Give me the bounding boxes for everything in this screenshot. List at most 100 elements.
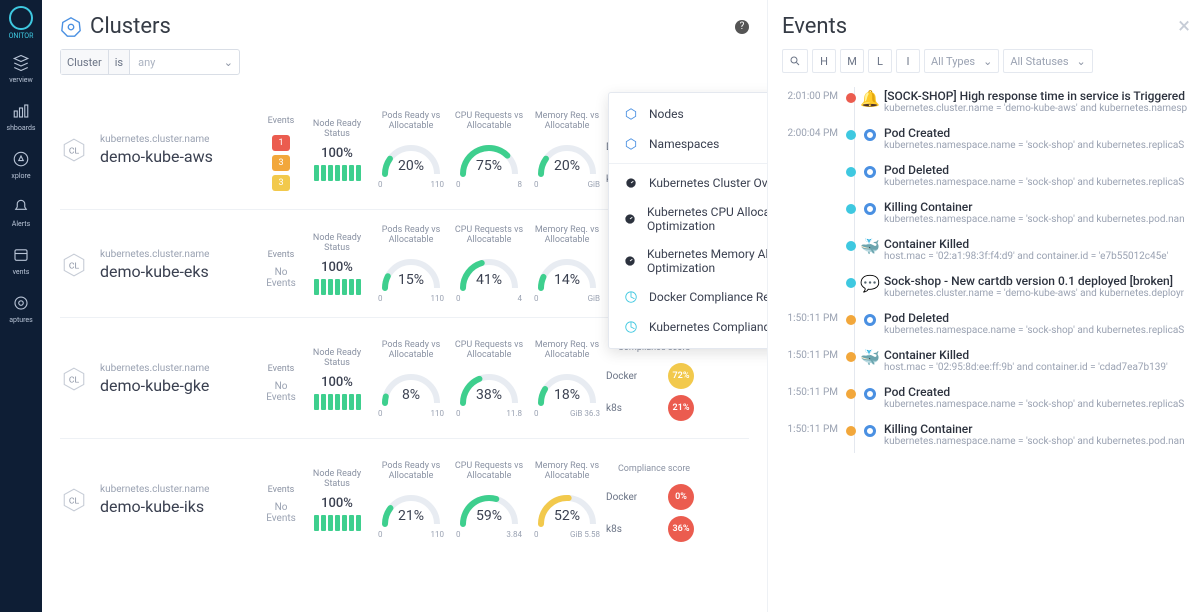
nav-icon bbox=[12, 54, 30, 72]
event-row[interactable]: 1:50:11 PM Killing Container kubernetes.… bbox=[782, 416, 1190, 453]
kube-event-icon bbox=[864, 388, 876, 400]
mem-gauge: Memory Req. vs Allocatable 52% 0GiB 5.58 bbox=[528, 462, 606, 539]
mem-gauge: Memory Req. vs Allocatable 20% 0GiB bbox=[528, 112, 606, 189]
search-icon[interactable] bbox=[782, 49, 808, 73]
cluster-name-sub: kubernetes.cluster.name bbox=[100, 363, 260, 374]
event-body: Pod Deleted kubernetes.namespace.name = … bbox=[884, 311, 1190, 336]
statuses-select[interactable]: All Statuses ⌄ bbox=[1003, 49, 1092, 73]
kube-event-icon bbox=[864, 425, 876, 437]
compliance-label: k8s bbox=[606, 403, 622, 414]
nav-item-xplore[interactable]: xplore bbox=[6, 150, 35, 180]
events-metric: Events NoEvents bbox=[260, 241, 302, 289]
metric-header: Pods Ready vs Allocatable bbox=[372, 341, 450, 361]
dropdown-item[interactable]: Kubernetes CPU Allocation Optimization bbox=[609, 198, 767, 240]
svg-text:CL: CL bbox=[69, 375, 80, 385]
dropdown-item[interactable]: Nodes bbox=[609, 99, 767, 129]
event-body: Killing Container kubernetes.namespace.n… bbox=[884, 200, 1190, 225]
dropdown-item-label: Kubernetes CPU Allocation Optimization bbox=[647, 205, 767, 233]
gauge: 21% bbox=[378, 488, 444, 528]
metric-header: Pods Ready vs Allocatable bbox=[372, 226, 450, 246]
metric-header: Node Ready Status bbox=[302, 234, 372, 254]
metric-header: Compliance score bbox=[618, 455, 690, 475]
gauge-value: 41% bbox=[456, 272, 522, 288]
row-action-dropdown: NodesNamespaces Kubernetes Cluster Overvi… bbox=[608, 92, 767, 349]
severity-filter-m[interactable]: M bbox=[840, 49, 864, 73]
events-toolbar: HMLI All Types ⌄ All Statuses ⌄ bbox=[782, 49, 1190, 73]
types-select[interactable]: All Types ⌄ bbox=[924, 49, 999, 73]
no-events-text: NoEvents bbox=[266, 381, 296, 403]
ready-bars bbox=[314, 515, 361, 531]
event-severity-dot bbox=[846, 130, 856, 140]
event-row[interactable]: 2:00:04 PM Pod Created kubernetes.namesp… bbox=[782, 120, 1190, 157]
event-time bbox=[782, 237, 844, 262]
cpu-gauge: CPU Requests vs Allocatable 75% 08 bbox=[450, 112, 528, 189]
cluster-row[interactable]: CL kubernetes.cluster.name demo-kube-iks… bbox=[60, 438, 749, 559]
event-time: 1:50:11 PM bbox=[782, 348, 844, 373]
dropdown-item-icon bbox=[623, 136, 639, 152]
nav-item-aptures[interactable]: aptures bbox=[6, 294, 35, 324]
cluster-name: demo-kube-aws bbox=[100, 147, 260, 166]
event-row[interactable]: 🐳 Container Killed host.mac = '02:a1:98:… bbox=[782, 231, 1190, 268]
cpu-gauge: CPU Requests vs Allocatable 38% 011.8 bbox=[450, 341, 528, 418]
metric-header: Events bbox=[268, 355, 295, 375]
severity-filter-i[interactable]: I bbox=[896, 49, 920, 73]
dropdown-item-icon bbox=[623, 211, 637, 227]
chevron-down-icon: ⌄ bbox=[218, 56, 239, 69]
event-row[interactable]: 2:01:00 PM 🔔 [SOCK-SHOP] High response t… bbox=[782, 83, 1190, 120]
gauge: 41% bbox=[456, 252, 522, 292]
gauge: 52% bbox=[534, 488, 600, 528]
event-type-icon bbox=[862, 127, 878, 143]
cluster-name-sub: kubernetes.cluster.name bbox=[100, 134, 260, 145]
kube-event-icon bbox=[864, 203, 876, 215]
event-row[interactable]: Pod Deleted kubernetes.namespace.name = … bbox=[782, 157, 1190, 194]
nav-icon bbox=[12, 294, 30, 312]
pods-gauge: Pods Ready vs Allocatable 20% 0110 bbox=[372, 112, 450, 189]
dropdown-item[interactable]: Kubernetes Compliance Report bbox=[609, 312, 767, 342]
dropdown-item[interactable]: Kubernetes Memory Allocation Optimizatio… bbox=[609, 240, 767, 282]
event-severity-dot bbox=[846, 241, 856, 251]
nav-item-vents[interactable]: vents bbox=[6, 246, 35, 276]
close-icon[interactable]: × bbox=[1178, 14, 1190, 39]
cluster-badge-icon: CL bbox=[60, 486, 88, 514]
event-time: 1:50:11 PM bbox=[782, 311, 844, 336]
severity-filter-h[interactable]: H bbox=[812, 49, 836, 73]
events-panel: Events × HMLI All Types ⌄ All Statuses ⌄… bbox=[767, 0, 1200, 612]
dropdown-item-icon bbox=[623, 106, 639, 122]
metric-header: Events bbox=[268, 107, 295, 127]
brand-text: ONITOR bbox=[9, 32, 34, 40]
event-title: Pod Created bbox=[884, 385, 1190, 399]
event-row[interactable]: Killing Container kubernetes.namespace.n… bbox=[782, 194, 1190, 231]
compliance-row: k8s36% bbox=[606, 516, 694, 542]
filter-pill[interactable]: Cluster is any ⌄ bbox=[60, 49, 240, 75]
gauge: 8% bbox=[378, 367, 444, 407]
event-body: Sock-shop - New cartdb version 0.1 deplo… bbox=[884, 274, 1190, 299]
types-placeholder: All Types bbox=[931, 55, 975, 68]
event-time bbox=[782, 274, 844, 299]
ready-pct: 100% bbox=[321, 496, 353, 511]
nav-item-alerts[interactable]: Alerts bbox=[6, 198, 35, 228]
event-title: Pod Deleted bbox=[884, 311, 1190, 325]
svg-text:CL: CL bbox=[69, 261, 80, 271]
event-severity-dot bbox=[846, 204, 856, 214]
event-body: Pod Created kubernetes.namespace.name = … bbox=[884, 126, 1190, 151]
severity-filter-l[interactable]: L bbox=[868, 49, 892, 73]
nav-item-verview[interactable]: verview bbox=[6, 54, 35, 84]
dropdown-item-icon bbox=[623, 253, 637, 269]
dropdown-item[interactable]: Docker Compliance Report bbox=[609, 282, 767, 312]
dropdown-item[interactable]: Kubernetes Cluster Overview bbox=[609, 168, 767, 198]
nav-item-shboards[interactable]: shboards bbox=[6, 102, 35, 132]
event-row[interactable]: 1:50:11 PM Pod Deleted kubernetes.namesp… bbox=[782, 305, 1190, 342]
event-row[interactable]: 1:50:11 PM Pod Created kubernetes.namesp… bbox=[782, 379, 1190, 416]
event-time: 1:50:11 PM bbox=[782, 422, 844, 447]
dropdown-item[interactable]: Namespaces bbox=[609, 129, 767, 159]
brand-logo: ONITOR bbox=[9, 6, 34, 40]
event-row[interactable]: 💬 Sock-shop - New cartdb version 0.1 dep… bbox=[782, 268, 1190, 305]
nav-label: Alerts bbox=[12, 220, 30, 228]
event-sub: kubernetes.cluster.name = 'demo-kube-aws… bbox=[884, 288, 1190, 299]
event-title: Container Killed bbox=[884, 348, 1190, 362]
compliance-chip: 72% bbox=[668, 363, 694, 389]
event-type-icon: 🐳 bbox=[862, 349, 878, 365]
help-icon[interactable]: ? bbox=[735, 20, 749, 34]
compliance-row: Docker0% bbox=[606, 484, 694, 510]
event-row[interactable]: 1:50:11 PM 🐳 Container Killed host.mac =… bbox=[782, 342, 1190, 379]
